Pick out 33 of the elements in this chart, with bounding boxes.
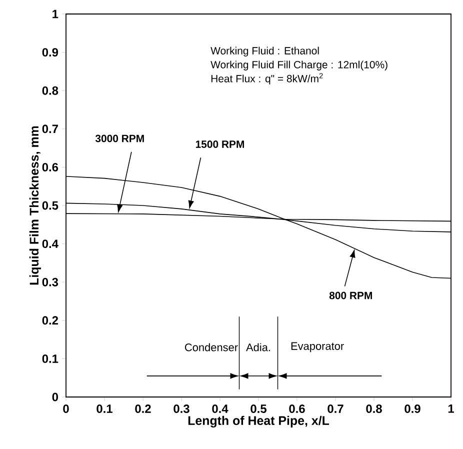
text: 1500 RPM xyxy=(196,140,244,148)
x-tick-label: 0.9 xyxy=(404,404,420,413)
y-tick-label: 0.2 xyxy=(42,316,58,325)
annotation: Condenser xyxy=(185,343,238,352)
x-tick-label: 0.1 xyxy=(96,404,112,413)
x-tick-label: 0.3 xyxy=(174,404,190,414)
annotation: Adia. xyxy=(246,343,270,352)
annotation: Working Fluid Fill Charge : 12ml(10%) xyxy=(210,60,388,70)
y-tick-label: 0.9 xyxy=(42,48,58,57)
x-tick-label: 0.6 xyxy=(289,404,305,413)
x-axis-title: Length of Heat Pipe, x/L xyxy=(188,416,330,428)
x-tick-label: 0.4 xyxy=(212,404,228,413)
annotation: Working Fluid : Ethanol xyxy=(210,46,319,56)
annotation: Heat Flux : q" = 8kW/m$^{2}$ xyxy=(211,73,323,84)
y-tick-label: 0.4 xyxy=(42,240,58,248)
text: 3000 RPM xyxy=(95,134,144,142)
y-tick-label: 0.7 xyxy=(42,124,58,134)
y-tick-label: 0.1 xyxy=(42,354,58,363)
x-tick-label: 0.5 xyxy=(250,404,266,413)
y-tick-label: 0 xyxy=(52,392,58,402)
x-tick-label: 0.8 xyxy=(366,404,382,413)
x-tick-label: 0.2 xyxy=(135,404,151,413)
y-tick-label: 1 xyxy=(52,10,58,18)
y-tick-label: 0.5 xyxy=(42,201,58,210)
y-tick-label: 0.8 xyxy=(42,86,58,95)
x-tick-label: 0.7 xyxy=(328,404,344,413)
y-axis-title: Liquid Film Thickness, mm xyxy=(29,126,42,285)
x-tick-label: 1 xyxy=(448,404,454,413)
y-tick-label: 0.3 xyxy=(42,278,58,286)
annotation: Evaporator xyxy=(291,342,344,352)
text: 800 RPM xyxy=(329,292,372,300)
x-tick-label: 0 xyxy=(63,404,69,413)
y-tick-label: 0.6 xyxy=(42,162,58,172)
